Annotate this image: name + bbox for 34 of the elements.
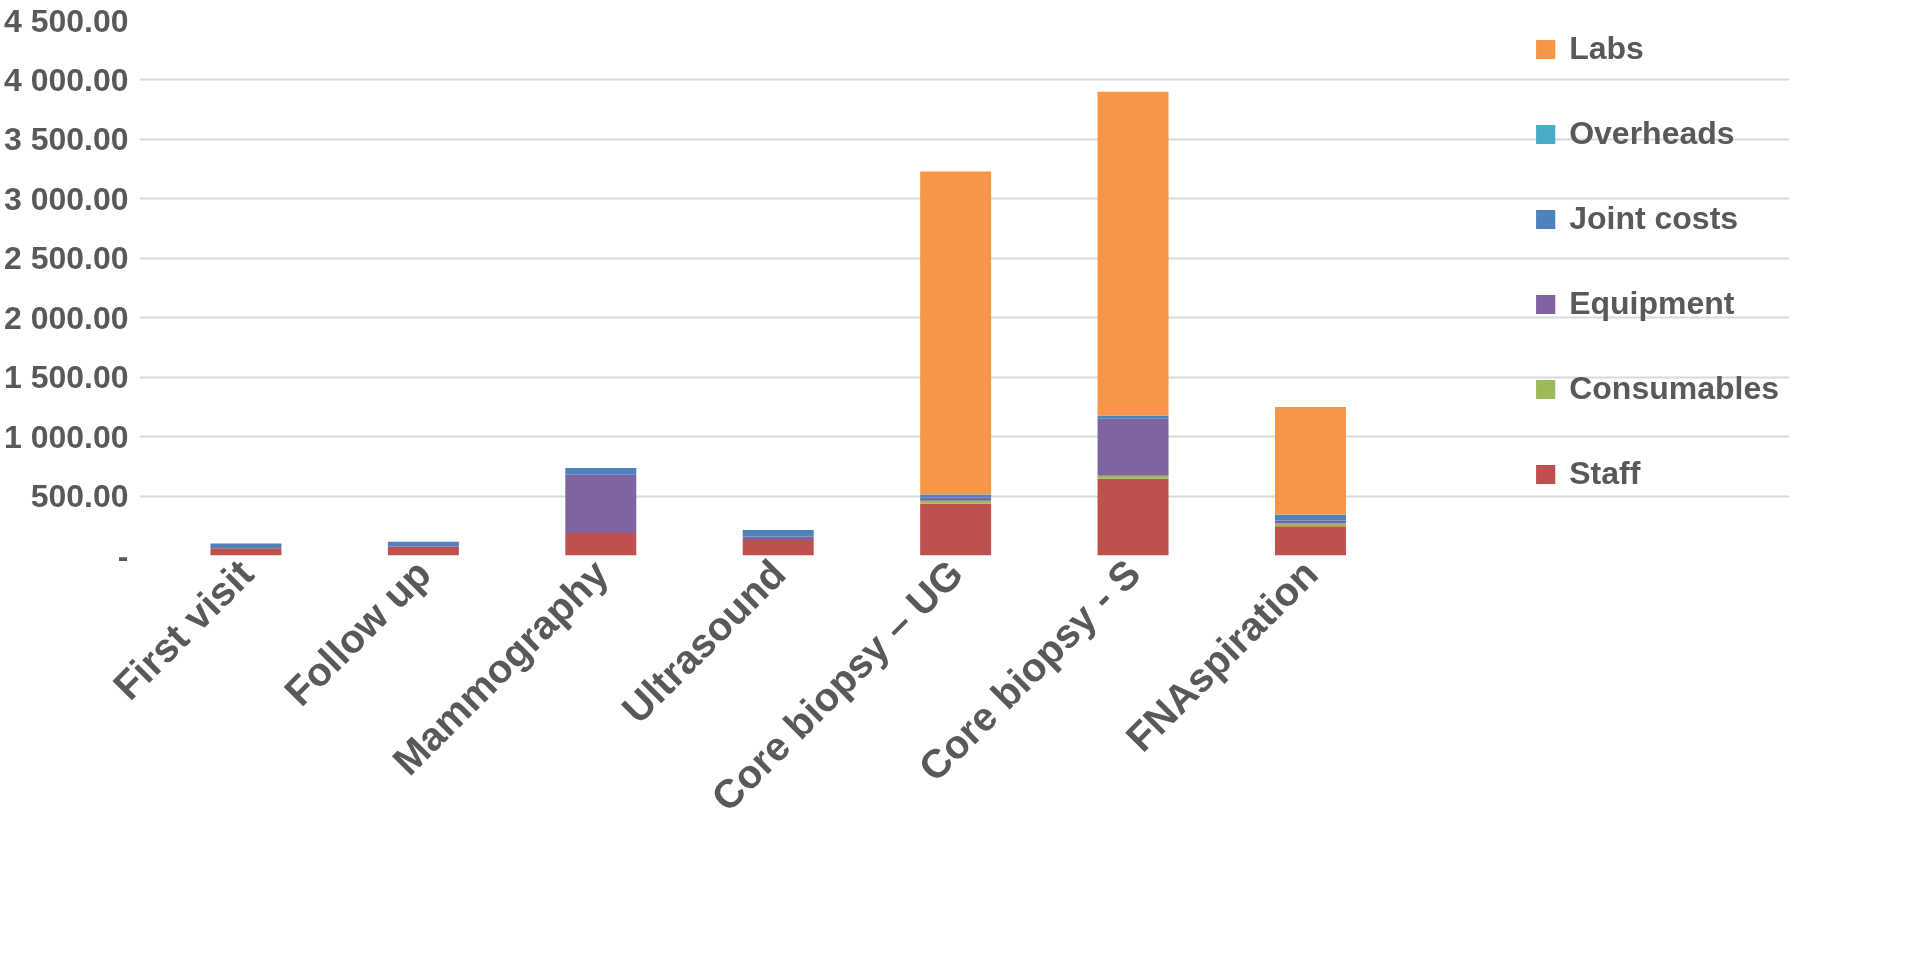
bar: [565, 532, 637, 556]
legend-label: Consumables: [1569, 370, 1779, 407]
bar: [387, 546, 459, 556]
bar: [742, 529, 814, 537]
y-tick-label: -: [117, 537, 129, 574]
bar: [1097, 418, 1169, 476]
y-tick-label: 4 500.00: [3, 2, 129, 39]
legend-label: Joint costs: [1569, 200, 1739, 237]
legend-label: Labs: [1569, 30, 1644, 67]
bar: [742, 536, 814, 541]
y-tick-label: 3 500.00: [3, 121, 129, 158]
y-tick-label: 2 000.00: [3, 299, 129, 336]
bar: [1274, 406, 1346, 515]
bar: [1097, 478, 1169, 556]
y-tick-label: 1 000.00: [3, 418, 129, 455]
bar: [1097, 91, 1169, 416]
y-tick-label: 2 500.00: [3, 240, 129, 277]
legend-label: Equipment: [1569, 285, 1735, 322]
y-tick-label: 4 000.00: [3, 61, 129, 98]
bar: [387, 541, 459, 547]
bar: [565, 468, 637, 475]
y-tick-label: 3 000.00: [3, 180, 129, 217]
y-tick-label: 500.00: [30, 478, 129, 515]
bar: [1274, 526, 1346, 556]
bar: [920, 171, 992, 495]
bar: [920, 503, 992, 556]
legend-label: Overheads: [1569, 115, 1735, 152]
bar: [1274, 515, 1346, 521]
bar: [1097, 475, 1169, 479]
bar: [565, 474, 637, 533]
y-tick-label: 1 500.00: [3, 359, 129, 396]
bar: [210, 548, 282, 556]
bar: [742, 540, 814, 556]
legend-label: Staff: [1569, 455, 1641, 492]
